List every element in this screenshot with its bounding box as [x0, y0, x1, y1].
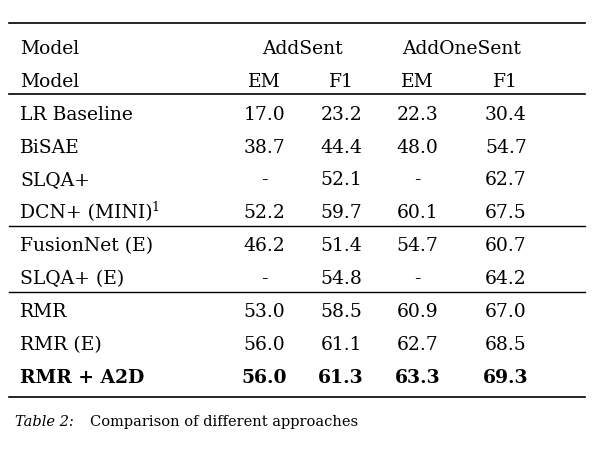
Text: Table 2:: Table 2:	[14, 415, 73, 429]
Text: 17.0: 17.0	[244, 106, 286, 123]
Text: 23.2: 23.2	[320, 106, 362, 123]
Text: Comparison of different approaches: Comparison of different approaches	[90, 415, 358, 429]
Text: 67.5: 67.5	[485, 204, 527, 222]
Text: F1: F1	[328, 73, 353, 91]
Text: 48.0: 48.0	[397, 138, 438, 157]
Text: RMR + A2D: RMR + A2D	[20, 369, 145, 387]
Text: Model: Model	[20, 73, 80, 91]
Text: DCN+ (MINI): DCN+ (MINI)	[20, 204, 153, 222]
Text: 59.7: 59.7	[320, 204, 362, 222]
Text: 61.1: 61.1	[320, 336, 362, 354]
Text: 60.9: 60.9	[397, 303, 438, 321]
Text: 68.5: 68.5	[485, 336, 527, 354]
Text: Model: Model	[20, 39, 80, 58]
Text: 22.3: 22.3	[397, 106, 438, 123]
Text: 64.2: 64.2	[485, 270, 527, 288]
Text: 52.2: 52.2	[244, 204, 286, 222]
Text: 53.0: 53.0	[244, 303, 286, 321]
Text: 56.0: 56.0	[244, 336, 286, 354]
Text: SLQA+ (E): SLQA+ (E)	[20, 270, 125, 288]
Text: 51.4: 51.4	[320, 237, 362, 255]
Text: -: -	[415, 270, 421, 288]
Text: RMR (E): RMR (E)	[20, 336, 102, 354]
Text: 62.7: 62.7	[397, 336, 438, 354]
Text: 46.2: 46.2	[244, 237, 286, 255]
Text: -: -	[261, 172, 268, 189]
Text: 69.3: 69.3	[483, 369, 529, 387]
Text: F1: F1	[494, 73, 519, 91]
Text: EM: EM	[248, 73, 281, 91]
Text: 54.7: 54.7	[397, 237, 438, 255]
Text: 52.1: 52.1	[320, 172, 362, 189]
Text: 62.7: 62.7	[485, 172, 527, 189]
Text: 63.3: 63.3	[395, 369, 441, 387]
Text: FusionNet (E): FusionNet (E)	[20, 237, 154, 255]
Text: 30.4: 30.4	[485, 106, 527, 123]
Text: 1: 1	[151, 201, 159, 214]
Text: 44.4: 44.4	[320, 138, 362, 157]
Text: 54.7: 54.7	[485, 138, 527, 157]
Text: 60.1: 60.1	[397, 204, 438, 222]
Text: LR Baseline: LR Baseline	[20, 106, 133, 123]
Text: 38.7: 38.7	[244, 138, 286, 157]
Text: 58.5: 58.5	[320, 303, 362, 321]
Text: 61.3: 61.3	[318, 369, 364, 387]
Text: 56.0: 56.0	[242, 369, 287, 387]
Text: -: -	[261, 270, 268, 288]
Text: EM: EM	[402, 73, 434, 91]
Text: AddOneSent: AddOneSent	[402, 39, 521, 58]
Text: AddSent: AddSent	[263, 39, 343, 58]
Text: -: -	[415, 172, 421, 189]
Text: SLQA+: SLQA+	[20, 172, 90, 189]
Text: BiSAE: BiSAE	[20, 138, 80, 157]
Text: 67.0: 67.0	[485, 303, 527, 321]
Text: 60.7: 60.7	[485, 237, 527, 255]
Text: RMR: RMR	[20, 303, 68, 321]
Text: 54.8: 54.8	[320, 270, 362, 288]
